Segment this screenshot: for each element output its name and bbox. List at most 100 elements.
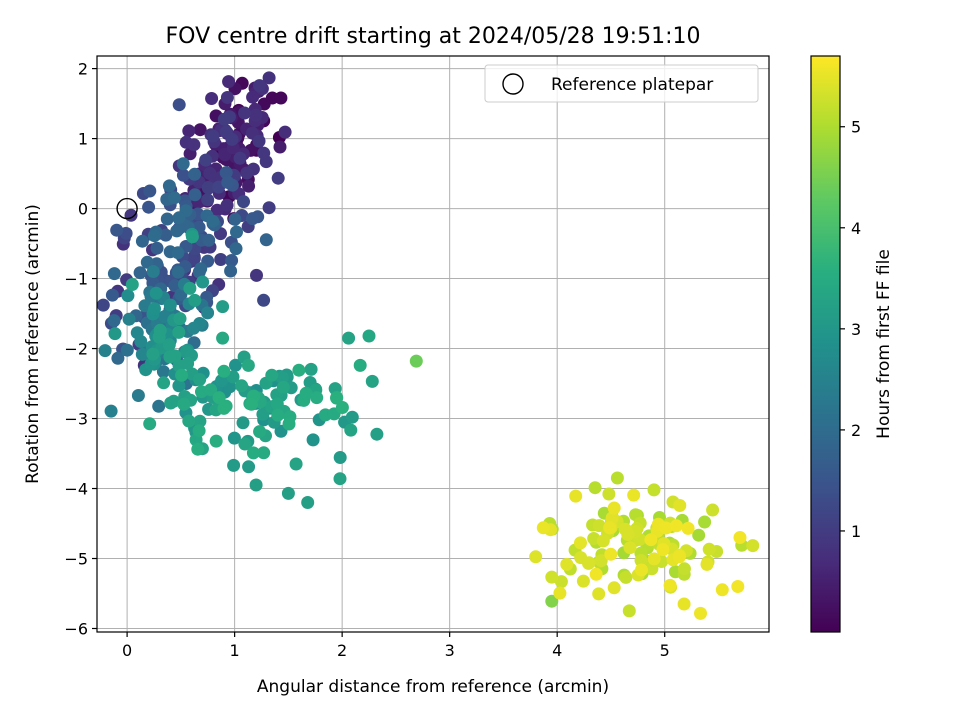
data-point bbox=[220, 198, 234, 212]
data-point bbox=[242, 179, 256, 193]
data-point bbox=[206, 214, 220, 228]
data-point bbox=[216, 300, 230, 314]
colorbar-tick-label: 2 bbox=[851, 421, 861, 440]
data-point bbox=[605, 511, 619, 525]
y-tick-label: −1 bbox=[64, 270, 88, 289]
colorbar-tick-label: 3 bbox=[851, 320, 861, 339]
data-point bbox=[172, 98, 186, 112]
data-point bbox=[217, 112, 231, 126]
data-point bbox=[253, 79, 266, 93]
data-point bbox=[225, 132, 239, 146]
data-point bbox=[706, 503, 720, 517]
data-point bbox=[238, 437, 252, 451]
data-point bbox=[265, 368, 279, 382]
data-point bbox=[645, 562, 659, 576]
data-point bbox=[143, 184, 157, 198]
x-tick-label: 2 bbox=[337, 641, 347, 660]
data-point bbox=[333, 472, 347, 486]
data-point bbox=[162, 179, 176, 193]
data-point bbox=[353, 358, 367, 372]
data-point bbox=[148, 302, 161, 316]
x-tick-label: 5 bbox=[660, 641, 670, 660]
reference-marker bbox=[116, 197, 138, 220]
data-point bbox=[669, 519, 683, 533]
y-tick-label: −3 bbox=[64, 410, 88, 429]
data-point bbox=[262, 71, 276, 85]
data-point bbox=[240, 166, 254, 180]
data-point bbox=[187, 321, 201, 335]
data-point bbox=[746, 539, 760, 553]
data-point bbox=[594, 554, 608, 568]
legend-label: Reference platepar bbox=[551, 75, 713, 95]
data-point bbox=[153, 323, 167, 337]
data-point bbox=[694, 606, 707, 620]
data-point bbox=[310, 391, 324, 405]
data-point bbox=[592, 587, 606, 601]
data-point bbox=[164, 396, 178, 410]
data-point bbox=[225, 254, 239, 267]
data-point bbox=[250, 268, 263, 282]
data-point bbox=[236, 416, 250, 430]
data-point bbox=[622, 604, 636, 618]
data-points bbox=[96, 71, 760, 620]
data-point bbox=[172, 379, 186, 393]
data-point bbox=[227, 458, 241, 472]
data-point bbox=[159, 228, 173, 242]
data-point bbox=[602, 487, 616, 501]
data-point bbox=[345, 410, 359, 424]
data-point bbox=[233, 151, 247, 165]
data-point bbox=[108, 327, 122, 341]
data-point bbox=[249, 478, 263, 492]
x-tick-label: 4 bbox=[552, 641, 562, 660]
data-point bbox=[256, 407, 270, 421]
data-point bbox=[192, 424, 206, 438]
data-point bbox=[292, 363, 306, 377]
data-point bbox=[125, 278, 139, 291]
data-point bbox=[163, 350, 177, 364]
data-point bbox=[274, 91, 288, 105]
data-point bbox=[330, 391, 344, 404]
data-point bbox=[173, 312, 187, 326]
data-point bbox=[170, 224, 184, 238]
data-point bbox=[221, 175, 235, 189]
data-point bbox=[167, 191, 181, 205]
data-point bbox=[188, 188, 202, 202]
data-point bbox=[342, 331, 356, 345]
grid bbox=[97, 56, 769, 632]
data-point bbox=[644, 533, 658, 547]
data-point bbox=[257, 146, 271, 160]
data-point bbox=[702, 542, 716, 556]
data-point bbox=[222, 75, 236, 89]
data-point bbox=[220, 91, 234, 104]
data-point bbox=[249, 108, 263, 122]
data-point bbox=[193, 123, 207, 137]
data-point bbox=[271, 408, 285, 422]
data-point bbox=[183, 281, 197, 295]
data-point bbox=[193, 414, 207, 428]
data-point bbox=[187, 138, 201, 152]
data-point bbox=[209, 434, 223, 448]
data-point bbox=[656, 543, 670, 557]
data-point bbox=[271, 171, 285, 185]
chart-title: FOV centre drift starting at 2024/05/28 … bbox=[166, 24, 701, 49]
data-point bbox=[143, 417, 157, 431]
colorbar: 1 2 3 4 5 Hours from first FF file bbox=[810, 55, 894, 633]
data-point bbox=[647, 483, 661, 497]
data-point bbox=[120, 343, 134, 357]
data-point bbox=[193, 373, 207, 386]
data-point bbox=[146, 347, 160, 361]
x-axis-ticks: 0 1 2 3 4 5 bbox=[122, 632, 670, 660]
data-point bbox=[299, 386, 313, 400]
data-point bbox=[677, 562, 691, 576]
data-point bbox=[105, 288, 119, 302]
data-point bbox=[698, 515, 712, 529]
data-point bbox=[610, 471, 624, 485]
data-point bbox=[621, 528, 635, 541]
data-point bbox=[177, 397, 191, 411]
data-point bbox=[276, 380, 290, 394]
data-point bbox=[560, 557, 574, 571]
data-point bbox=[196, 275, 210, 289]
data-point bbox=[282, 417, 296, 431]
data-point bbox=[589, 567, 603, 581]
data-point bbox=[176, 157, 190, 171]
